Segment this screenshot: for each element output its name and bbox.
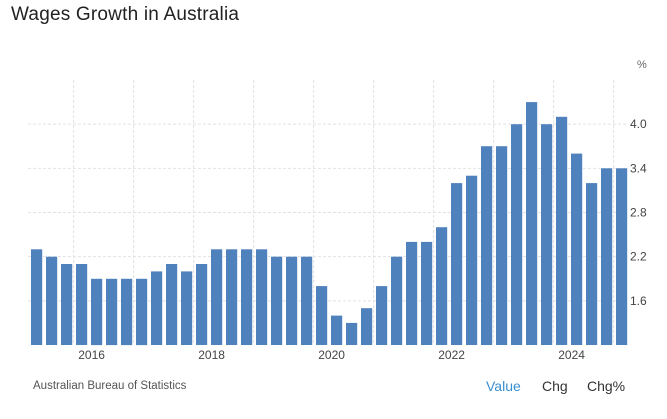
- bar: [286, 256, 298, 345]
- chart-title: Wages Growth in Australia: [11, 4, 240, 25]
- bar: [76, 264, 88, 345]
- bar: [526, 102, 538, 345]
- y-tick-label: 2.8: [630, 206, 647, 220]
- bar: [601, 168, 613, 345]
- bar: [316, 286, 328, 345]
- tab-chg-percent[interactable]: Chg%: [587, 378, 626, 394]
- y-axis-ticks: 1.6 2.2 2.8 3.4 4.0: [630, 117, 647, 308]
- bar: [106, 278, 118, 346]
- bar: [136, 278, 148, 346]
- x-tick-label: 2016: [78, 348, 105, 362]
- bar: [271, 256, 283, 345]
- x-tick-label: 2018: [198, 348, 225, 362]
- x-tick-label: 2020: [318, 348, 345, 362]
- y-tick-label: 4.0: [630, 117, 647, 131]
- bar: [61, 264, 73, 345]
- bar: [346, 322, 358, 345]
- y-tick-label: 3.4: [630, 161, 647, 175]
- source-attribution: Australian Bureau of Statistics: [33, 380, 187, 392]
- y-tick-label: 2.2: [630, 250, 647, 264]
- bar: [226, 249, 238, 345]
- bar: [466, 175, 478, 345]
- tab-chg[interactable]: Chg: [542, 378, 568, 394]
- bars: [31, 102, 628, 346]
- y-tick-label: 1.6: [630, 294, 647, 308]
- x-tick-label: 2024: [558, 348, 585, 362]
- bar: [91, 278, 103, 346]
- bar: [211, 249, 223, 345]
- bar: [481, 146, 493, 345]
- bar: [196, 264, 208, 345]
- bar: [541, 124, 553, 345]
- bar: [46, 256, 58, 345]
- bar: [31, 249, 43, 345]
- bar: [121, 278, 133, 346]
- bar: [391, 256, 403, 345]
- bar: [421, 241, 433, 345]
- y-axis-unit-label: %: [637, 59, 647, 71]
- bar: [616, 168, 628, 345]
- bar: [361, 308, 373, 345]
- bar: [151, 271, 163, 345]
- bar: [556, 116, 568, 345]
- bar: [406, 241, 418, 345]
- bar: [571, 153, 583, 345]
- x-axis-ticks: 2016 2018 2020 2022 2024: [78, 348, 585, 362]
- grid-lines: [28, 80, 627, 345]
- bar: [256, 249, 268, 345]
- bar: [436, 227, 448, 345]
- x-tick-label: 2022: [438, 348, 465, 362]
- bar: [181, 271, 193, 345]
- bar: [166, 264, 178, 345]
- bar: [241, 249, 253, 345]
- bar: [331, 315, 343, 345]
- tab-value[interactable]: Value: [486, 378, 521, 394]
- bar: [511, 124, 523, 345]
- bar: [451, 183, 463, 345]
- bar: [301, 256, 313, 345]
- bar: [496, 146, 508, 345]
- bar: [376, 286, 388, 345]
- bar: [586, 183, 598, 345]
